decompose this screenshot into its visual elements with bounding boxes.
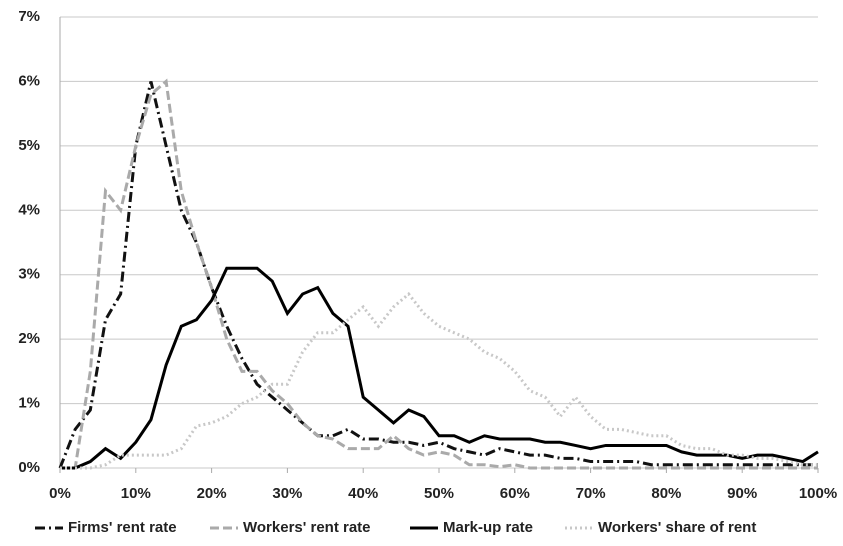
x-tick-label: 70%	[576, 485, 606, 502]
series-line	[60, 291, 818, 470]
x-tick-label: 100%	[799, 485, 837, 502]
legend-label: Mark-up rate	[443, 519, 533, 536]
series-line	[60, 78, 818, 470]
y-tick-label: 0%	[18, 459, 40, 476]
x-tick-label: 20%	[197, 485, 227, 502]
y-tick-label: 2%	[18, 330, 40, 347]
x-tick-label: 40%	[348, 485, 378, 502]
y-tick-label: 3%	[18, 266, 40, 283]
y-tick-label: 6%	[18, 72, 40, 89]
x-tick-label: 10%	[121, 485, 151, 502]
x-tick-label: 60%	[500, 485, 530, 502]
legend-label: Workers' rent rate	[243, 519, 371, 536]
legend-label: Workers' share of rent	[598, 519, 756, 536]
legend-label: Firms' rent rate	[68, 519, 177, 536]
x-tick-label: 30%	[272, 485, 302, 502]
x-tick-label: 80%	[651, 485, 681, 502]
x-tick-label: 90%	[727, 485, 757, 502]
series-line	[58, 81, 818, 469]
y-tick-label: 7%	[18, 8, 40, 25]
series-line	[60, 266, 819, 470]
x-tick-label: 0%	[49, 485, 71, 502]
y-tick-label: 4%	[18, 201, 40, 218]
y-tick-label: 1%	[18, 395, 40, 412]
x-tick-label: 50%	[424, 485, 454, 502]
y-tick-label: 5%	[18, 137, 40, 154]
